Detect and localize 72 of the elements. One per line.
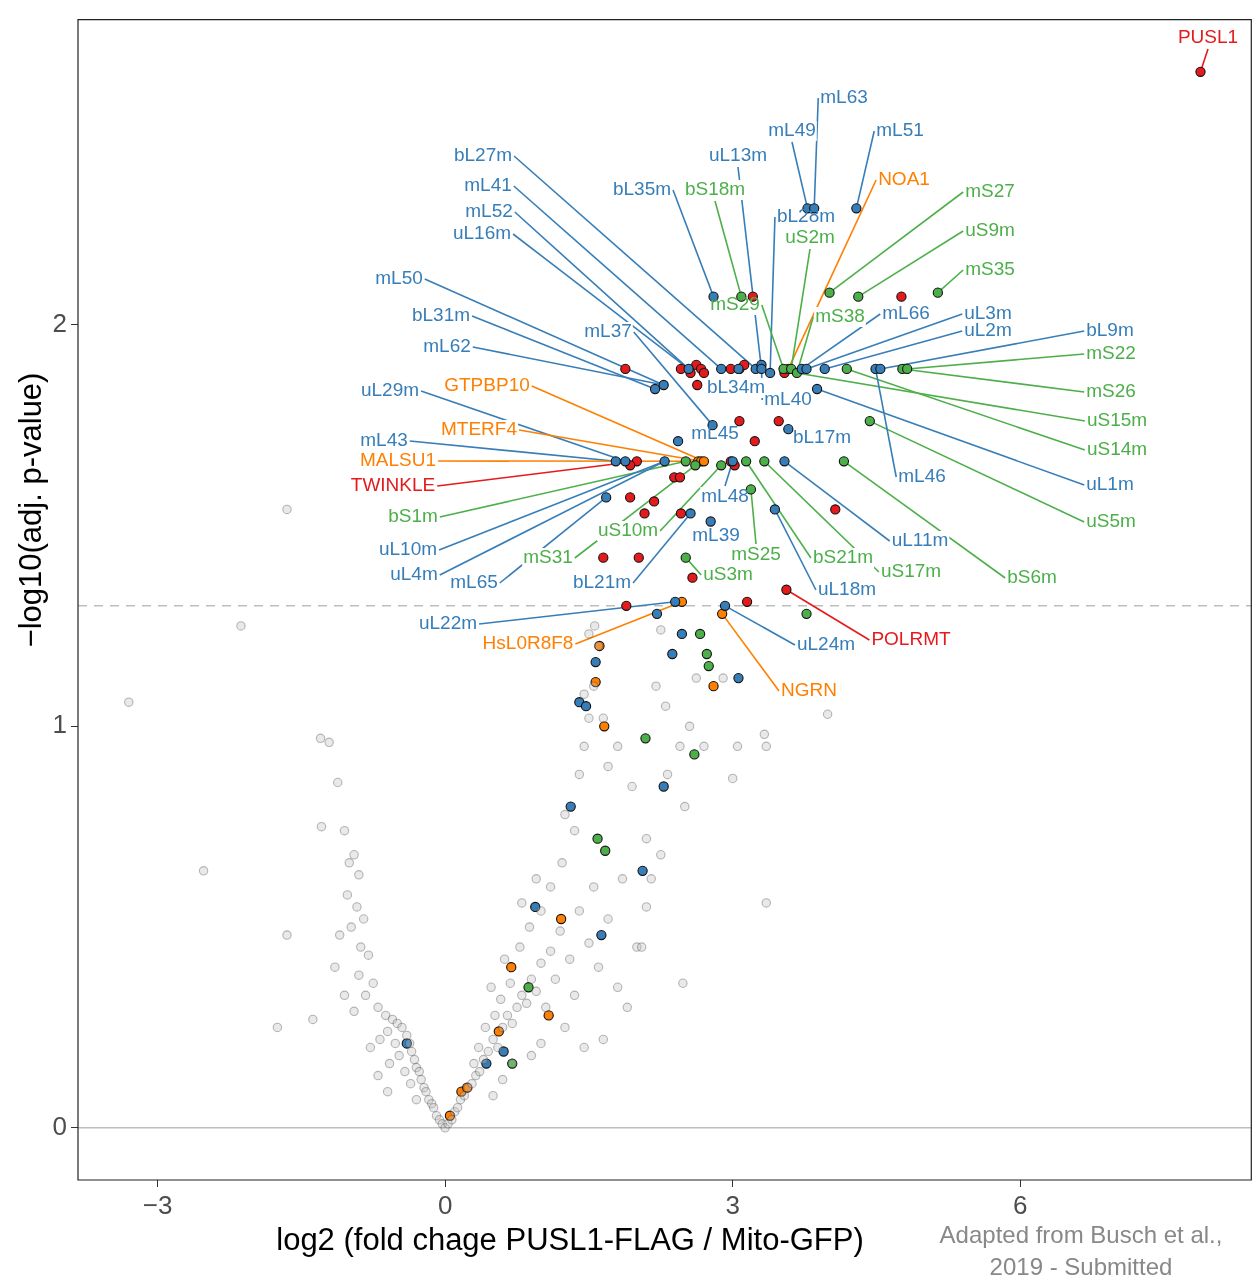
y-tick-label: 0: [52, 1110, 67, 1141]
annotation: bL21m: [572, 571, 632, 593]
x-tick-label: 3: [725, 1189, 740, 1220]
x-tick-label: 0: [437, 1189, 453, 1220]
annotation: mL37: [584, 320, 632, 342]
annotation: NGRN: [781, 679, 837, 701]
annotation: mL49: [768, 119, 816, 141]
y-tick-label: 2: [52, 307, 67, 338]
annotation: bL9m: [1086, 319, 1134, 341]
annotation: bL17m: [792, 426, 852, 448]
annotation: uL10m: [378, 538, 438, 560]
text: Adapted from Busch et al., 2019 - Submitted: [939, 1220, 1223, 1280]
annotation: GTPBP10: [444, 374, 530, 396]
annotation: uL11m: [891, 529, 949, 551]
annotation: mL62: [423, 335, 471, 357]
annotation: mL51: [876, 119, 924, 141]
annotation: mS31: [523, 546, 573, 568]
annotation: PUSL1: [1177, 26, 1239, 48]
annotation: mS25: [731, 543, 781, 565]
x-tick-label: 6: [1013, 1189, 1028, 1220]
annotation: uL22m: [418, 612, 478, 634]
annotation: mL46: [898, 465, 946, 487]
annotation: MTERF4: [441, 418, 518, 440]
annotation: uS5m: [1086, 510, 1136, 532]
annotation: NOA1: [878, 168, 930, 190]
y-axis-title: −log10(adj. p-value): [12, 372, 48, 648]
annotation: POLRMT: [871, 628, 951, 650]
annotation: bL34m: [706, 376, 766, 398]
annotation: bS6m: [1007, 566, 1057, 588]
annotation: uS17m: [880, 560, 942, 582]
annotation: mS38: [815, 305, 865, 327]
annotation: uS14m: [1086, 438, 1148, 460]
annotation: mL63: [820, 86, 868, 108]
annotation: uL4m: [390, 563, 438, 585]
annotation: uL1m: [1086, 473, 1134, 495]
annotation: uS15m: [1086, 409, 1148, 431]
annotation: bL27m: [453, 144, 513, 166]
annotation: uS9m: [965, 219, 1015, 241]
annotation: mS35: [965, 258, 1015, 280]
annotation: mL48: [701, 485, 749, 507]
x-tick-label: −3: [142, 1189, 173, 1220]
annotation: bL31m: [411, 304, 471, 326]
annotation: mS22: [1086, 342, 1136, 364]
annotation: mS26: [1086, 380, 1136, 402]
annotation: mL52: [465, 200, 513, 222]
annotation: HsL0R8F8: [482, 632, 574, 654]
annotation: uS2m: [785, 226, 835, 248]
annotation: mL66: [882, 302, 930, 324]
y-tick-label: 1: [52, 709, 67, 740]
annotation: uL29m: [360, 379, 420, 401]
annotation: mL45: [691, 422, 739, 444]
annotation: mL43: [360, 429, 408, 451]
annotation: mL50: [375, 267, 423, 289]
annotation: MALSU1: [359, 449, 437, 471]
annotation: mS29: [710, 293, 760, 315]
annotation: uS3m: [703, 563, 753, 585]
annotation: mL41: [464, 174, 512, 196]
annotation: mL39: [692, 524, 740, 546]
annotation: bS21m: [812, 546, 874, 568]
annotation: mL65: [450, 571, 498, 593]
annotation: uL18m: [817, 578, 877, 600]
annotation: uL13m: [708, 144, 768, 166]
x-axis-title: log2 (fold chage PUSL1-FLAG / Mito-GFP): [276, 1221, 864, 1257]
annotation: uL16m: [452, 222, 512, 244]
annotation: uL24m: [796, 633, 856, 655]
annotation: uS10m: [597, 519, 659, 541]
annotation: bS18m: [684, 178, 746, 200]
annotation: mS27: [965, 180, 1015, 202]
annotation: bL35m: [612, 178, 672, 200]
annotation: TWINKLE: [350, 474, 436, 496]
annotation: mL40: [764, 388, 812, 410]
annotation: bS1m: [388, 505, 438, 527]
